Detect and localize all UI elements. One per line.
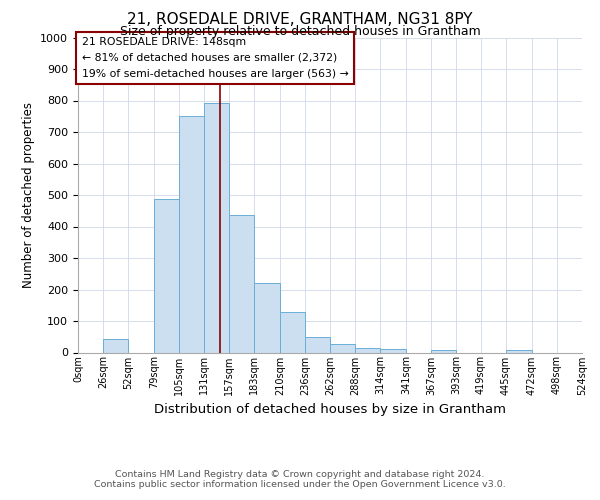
Text: Size of property relative to detached houses in Grantham: Size of property relative to detached ho… <box>119 25 481 38</box>
Bar <box>103 339 128 352</box>
Text: Contains HM Land Registry data © Crown copyright and database right 2024.
Contai: Contains HM Land Registry data © Crown c… <box>94 470 506 489</box>
Bar <box>506 350 532 352</box>
Bar <box>431 350 456 352</box>
Bar <box>380 350 406 352</box>
Bar <box>355 348 380 352</box>
Text: 21, ROSEDALE DRIVE, GRANTHAM, NG31 8PY: 21, ROSEDALE DRIVE, GRANTHAM, NG31 8PY <box>127 12 473 28</box>
Bar <box>254 283 280 352</box>
X-axis label: Distribution of detached houses by size in Grantham: Distribution of detached houses by size … <box>154 403 506 416</box>
Text: 21 ROSEDALE DRIVE: 148sqm
← 81% of detached houses are smaller (2,372)
19% of se: 21 ROSEDALE DRIVE: 148sqm ← 81% of detac… <box>82 38 349 78</box>
Bar <box>305 337 330 352</box>
Y-axis label: Number of detached properties: Number of detached properties <box>22 102 35 288</box>
Bar <box>330 344 355 352</box>
Bar <box>179 116 204 352</box>
Bar <box>204 102 229 352</box>
Bar <box>280 312 305 352</box>
Bar <box>154 199 179 352</box>
Bar <box>229 215 254 352</box>
